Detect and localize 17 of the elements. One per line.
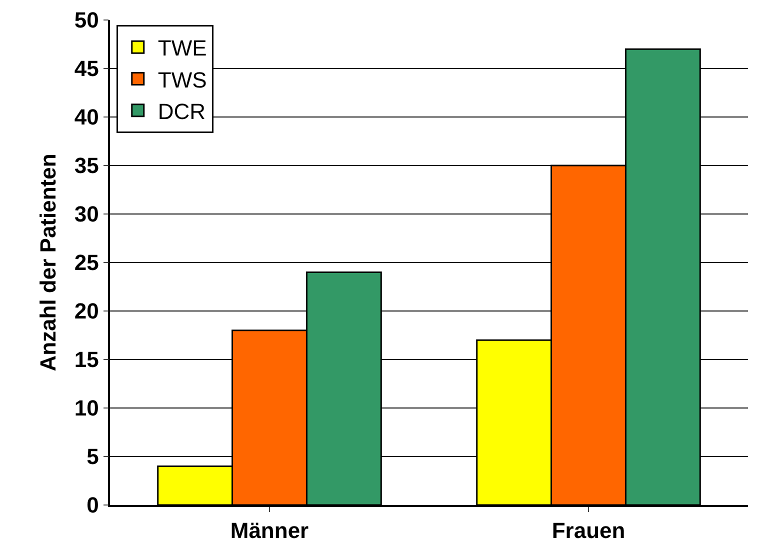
y-tick-label: 20 xyxy=(74,298,99,324)
y-tick-label: 35 xyxy=(74,153,99,178)
y-tick-label: 30 xyxy=(74,202,99,227)
legend-label: DCR xyxy=(158,98,206,124)
y-tick-label: 5 xyxy=(86,444,99,470)
y-tick-label: 45 xyxy=(74,56,99,82)
x-tick-label: Männer xyxy=(230,518,310,544)
y-axis-title: Anzahl der Patienten xyxy=(36,154,60,372)
y-tick-label: 10 xyxy=(74,396,99,421)
y-tick-label: 0 xyxy=(86,492,99,518)
x-tick-label: Frauen xyxy=(552,518,626,544)
legend-label: TWE xyxy=(158,36,207,61)
y-tick-label: 25 xyxy=(74,250,99,276)
legend-label: TWS xyxy=(158,67,207,92)
y-tick-label: 50 xyxy=(74,8,99,33)
y-tick-label: 15 xyxy=(74,347,99,372)
y-tick-label: 40 xyxy=(74,104,99,130)
